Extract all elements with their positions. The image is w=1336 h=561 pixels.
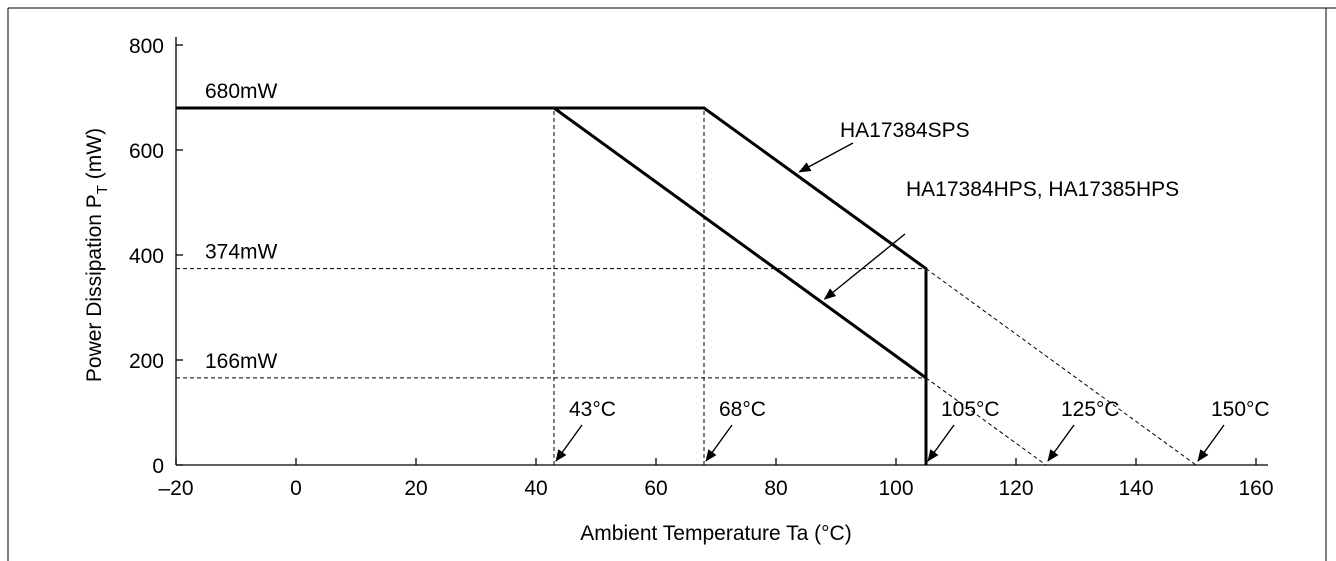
y-axis-title-main: Power Dissipation P [83,194,106,382]
series-label-2: HA17384HPS, HA17385HPS [906,178,1179,201]
power-value-label: 374mW [205,241,278,264]
series-lines [176,106,1197,466]
series-label-2-arrow [823,233,906,300]
series-line-2 [176,106,928,465]
series-label-1: HA17384SPS [840,119,970,142]
y-axis-title-unit: (mW) [83,128,106,185]
temperature-label: 105°C [941,398,1000,421]
x-tick-label: 20 [404,477,427,500]
y-tick-label: 200 [129,350,164,373]
power-value-label: 680mW [205,80,278,103]
temperature-arrow [1047,424,1075,462]
y-tick-label: 800 [129,35,164,58]
x-tick-label: 100 [878,477,913,500]
x-tick-label: 40 [524,477,547,500]
y-axis-title-subscript: T [94,185,111,194]
x-tick-label: 80 [764,477,787,500]
guide-lines [176,108,926,465]
x-tick-label: 160 [1238,477,1273,500]
series-extension-2 [925,377,1047,466]
power-value-label: 166mW [205,350,278,373]
y-tick-label: 400 [129,245,164,268]
series-extension-1 [925,268,1197,466]
x-tick-label: 140 [1118,477,1153,500]
temperature-arrow [705,424,733,462]
x-tick-label: 120 [998,477,1033,500]
y-axis-title: Power Dissipation PT (mW) [83,128,111,382]
y-tick-label: 0 [152,455,164,478]
series-label-1-arrow [798,142,854,173]
x-tick-label: –20 [158,477,193,500]
temperature-arrow [927,424,955,462]
annotations: 680mW 374mW 166mW 43°C 68°C 105°C 125°C 150°C HA… [205,80,1270,462]
temperature-arrow [1197,424,1225,462]
temperature-label: 68°C [719,398,766,421]
temperature-label: 125°C [1061,398,1120,421]
y-tick-label: 600 [129,140,164,163]
temperature-label: 43°C [569,398,616,421]
x-tick-label: 0 [290,477,302,500]
temperature-label: 150°C [1211,398,1270,421]
temperature-arrow [555,424,583,462]
x-tick-label: 60 [644,477,667,500]
series-line-1 [176,106,928,465]
x-axis-title: Ambient Temperature Ta (°C) [580,522,851,545]
